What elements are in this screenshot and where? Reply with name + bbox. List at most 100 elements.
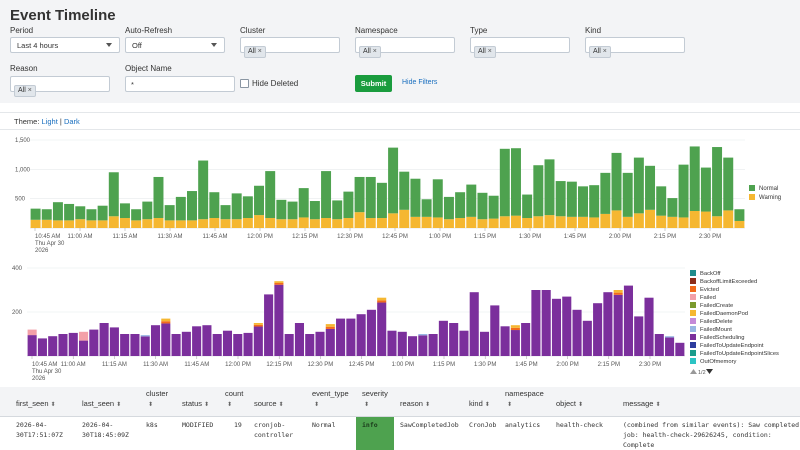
bar-normal — [689, 146, 700, 211]
bar-warning — [689, 210, 700, 228]
bar-normal — [578, 186, 588, 217]
legend-swatch — [690, 302, 696, 308]
bar-warning — [354, 212, 365, 228]
close-icon[interactable]: × — [257, 48, 262, 55]
sort-icon: ⬍ — [116, 402, 122, 408]
close-icon[interactable]: × — [602, 48, 607, 55]
col-header-reason[interactable]: reason ⬍ — [400, 399, 430, 410]
bar-segment — [675, 342, 685, 356]
bar-normal — [41, 209, 52, 220]
bar-segment — [89, 329, 99, 356]
bar-normal — [633, 157, 644, 214]
bar-segment — [325, 324, 335, 327]
bar-normal — [86, 209, 97, 221]
close-icon[interactable]: × — [372, 48, 377, 55]
period-value: Last 4 hours — [17, 41, 59, 50]
bar-warning — [298, 217, 309, 228]
col-header-event-type[interactable]: event_type ⬍ — [312, 389, 356, 410]
bar-normal — [410, 178, 421, 217]
col-header-severity[interactable]: severity ⬍ — [362, 389, 398, 410]
period-dropdown[interactable]: Last 4 hours — [10, 37, 120, 53]
bar-warning — [198, 219, 209, 228]
bar-segment — [665, 337, 675, 356]
bar-warning — [52, 220, 63, 228]
type-chip[interactable]: All × — [474, 46, 496, 58]
cell-line: Complete — [623, 441, 655, 449]
legend-prev-icon — [690, 369, 697, 374]
col-header-count[interactable]: count ⬍ — [225, 389, 255, 410]
hide-deleted-checkbox[interactable] — [240, 79, 249, 88]
bar-normal — [376, 182, 387, 219]
bar-segment — [130, 334, 140, 356]
kind-multiselect[interactable]: All × — [585, 37, 685, 58]
cell-line: (combined from similar events): Saw comp… — [623, 421, 800, 429]
x-tick-label: 2:00 PM — [556, 362, 578, 368]
col-header-object[interactable]: object ⬍ — [556, 399, 583, 410]
col-header-kind[interactable]: kind ⬍ — [469, 399, 490, 410]
column-label: event_type — [312, 389, 349, 398]
x-tick-label: 11:00 AM — [61, 362, 86, 368]
close-icon[interactable]: × — [487, 48, 492, 55]
column-label: namespace — [505, 389, 544, 398]
col-header-source[interactable]: source ⬍ — [254, 399, 284, 410]
cell-line: job: health-check-29626245, condition: — [623, 431, 772, 439]
hide-deleted-toggle[interactable]: Hide Deleted — [240, 79, 298, 88]
cell-reason: SawCompletedJob — [400, 421, 459, 429]
col-header-cluster[interactable]: cluster ⬍ — [146, 389, 176, 410]
legend-label: FailedDelete — [700, 319, 733, 325]
bar-normal — [712, 147, 723, 217]
bar-segment — [325, 326, 335, 329]
bar-warning — [723, 210, 734, 228]
bar-segment — [253, 324, 263, 327]
col-header-status[interactable]: status ⬍ — [182, 399, 209, 410]
bar-normal — [622, 172, 633, 217]
reason-chip[interactable]: All × — [14, 85, 36, 97]
legend-swatch — [690, 334, 696, 340]
close-icon[interactable]: × — [27, 87, 32, 94]
bar-normal — [667, 198, 678, 217]
bar-warning — [633, 213, 644, 228]
bar-normal — [265, 171, 276, 219]
bar-segment — [315, 331, 325, 356]
namespace-multiselect[interactable]: All × — [355, 37, 455, 58]
legend-swatch — [690, 270, 696, 276]
bar-segment — [202, 325, 212, 356]
bar-normal — [656, 186, 667, 216]
bar-warning — [410, 216, 421, 228]
hide-filters-link[interactable]: Hide Filters — [402, 79, 438, 86]
bar-warning — [421, 216, 432, 228]
object-name-input[interactable]: * — [125, 76, 235, 92]
column-label: reason — [400, 399, 423, 408]
cluster-chip[interactable]: All × — [244, 46, 266, 58]
cell-line: 2026-04- — [82, 421, 114, 429]
reason-multiselect[interactable]: All × — [10, 76, 110, 97]
bar-warning — [589, 217, 600, 228]
cluster-multiselect[interactable]: All × — [240, 37, 340, 58]
bar-normal — [555, 181, 566, 217]
bar-warning — [510, 215, 521, 228]
bar-segment — [459, 330, 469, 356]
kind-chip[interactable]: All × — [589, 46, 611, 58]
x-tick-sublabel: 2026 — [32, 376, 46, 382]
cell-kind: CronJob — [469, 421, 497, 429]
theme-light-link[interactable]: Light — [41, 117, 58, 126]
namespace-chip[interactable]: All × — [359, 46, 381, 58]
legend-label: BackOff — [700, 271, 721, 277]
col-header-namespace[interactable]: namespace ⬍ — [505, 389, 549, 410]
cell-last-seen: 2026-04- 30T18:45:09Z — [82, 420, 129, 440]
col-header-last-seen[interactable]: last_seen ⬍ — [82, 399, 121, 410]
cell-source: cronjob-controller — [254, 420, 293, 440]
submit-button[interactable]: Submit — [355, 75, 392, 92]
bar-warning — [522, 218, 533, 228]
bar-normal — [321, 171, 332, 219]
type-multiselect[interactable]: All × — [470, 37, 570, 58]
table-row[interactable]: 2026-04- 30T17:51:07Z 2026-04- 30T18:45:09… — [0, 417, 800, 450]
bar-segment — [438, 320, 448, 356]
filter-panel: Event Timeline Period Last 4 hours Auto-… — [0, 0, 800, 103]
theme-dark-link[interactable]: Dark — [63, 117, 80, 126]
col-header-first-seen[interactable]: first_seen ⬍ — [16, 399, 56, 410]
bar-normal — [231, 193, 242, 220]
col-header-message[interactable]: message ⬍ — [623, 399, 660, 410]
auto-refresh-dropdown[interactable]: Off — [125, 37, 225, 53]
bar-warning — [131, 220, 142, 228]
